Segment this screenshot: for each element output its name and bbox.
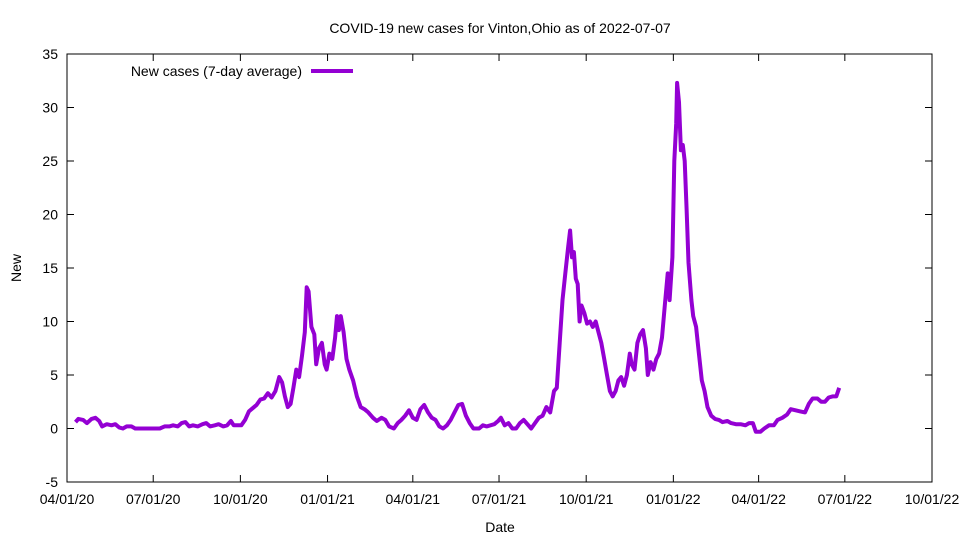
x-tick-label: 07/01/21 xyxy=(472,491,527,507)
legend-label: New cases (7-day average) xyxy=(131,63,302,79)
y-tick-label: 10 xyxy=(42,314,58,330)
x-tick-label: 10/01/22 xyxy=(905,491,960,507)
y-tick-label: 0 xyxy=(50,421,58,437)
y-tick-label: 30 xyxy=(42,100,58,116)
y-tick-label: 20 xyxy=(42,207,58,223)
x-tick-label: 07/01/20 xyxy=(126,491,181,507)
x-tick-label: 04/01/22 xyxy=(731,491,786,507)
legend: New cases (7-day average) xyxy=(131,63,353,79)
x-tick-label: 04/01/21 xyxy=(386,491,441,507)
x-tick-label: 01/01/22 xyxy=(646,491,701,507)
x-axis: 04/01/20 07/01/20 10/01/20 01/01/21 04/01/21… xyxy=(40,54,960,507)
x-tick-label: 10/01/21 xyxy=(559,491,614,507)
chart-title: COVID-19 new cases for Vinton,Ohio as of… xyxy=(329,20,671,36)
x-tick-label: 04/01/20 xyxy=(40,491,95,507)
y-tick-label: 35 xyxy=(42,46,58,62)
y-axis-label: New xyxy=(8,253,24,282)
x-tick-label: 01/01/21 xyxy=(300,491,355,507)
y-axis: -5 0 5 10 15 20 25 30 35 xyxy=(42,46,932,490)
x-tick-label: 10/01/20 xyxy=(213,491,268,507)
series-layer xyxy=(74,80,842,434)
y-tick-label: 15 xyxy=(42,260,58,276)
x-axis-label: Date xyxy=(485,519,515,535)
series-line xyxy=(74,80,842,434)
x-tick-label: 07/01/22 xyxy=(818,491,873,507)
y-tick-label: 5 xyxy=(50,367,58,383)
y-tick-label: -5 xyxy=(46,474,59,490)
y-tick-label: 25 xyxy=(42,153,58,169)
